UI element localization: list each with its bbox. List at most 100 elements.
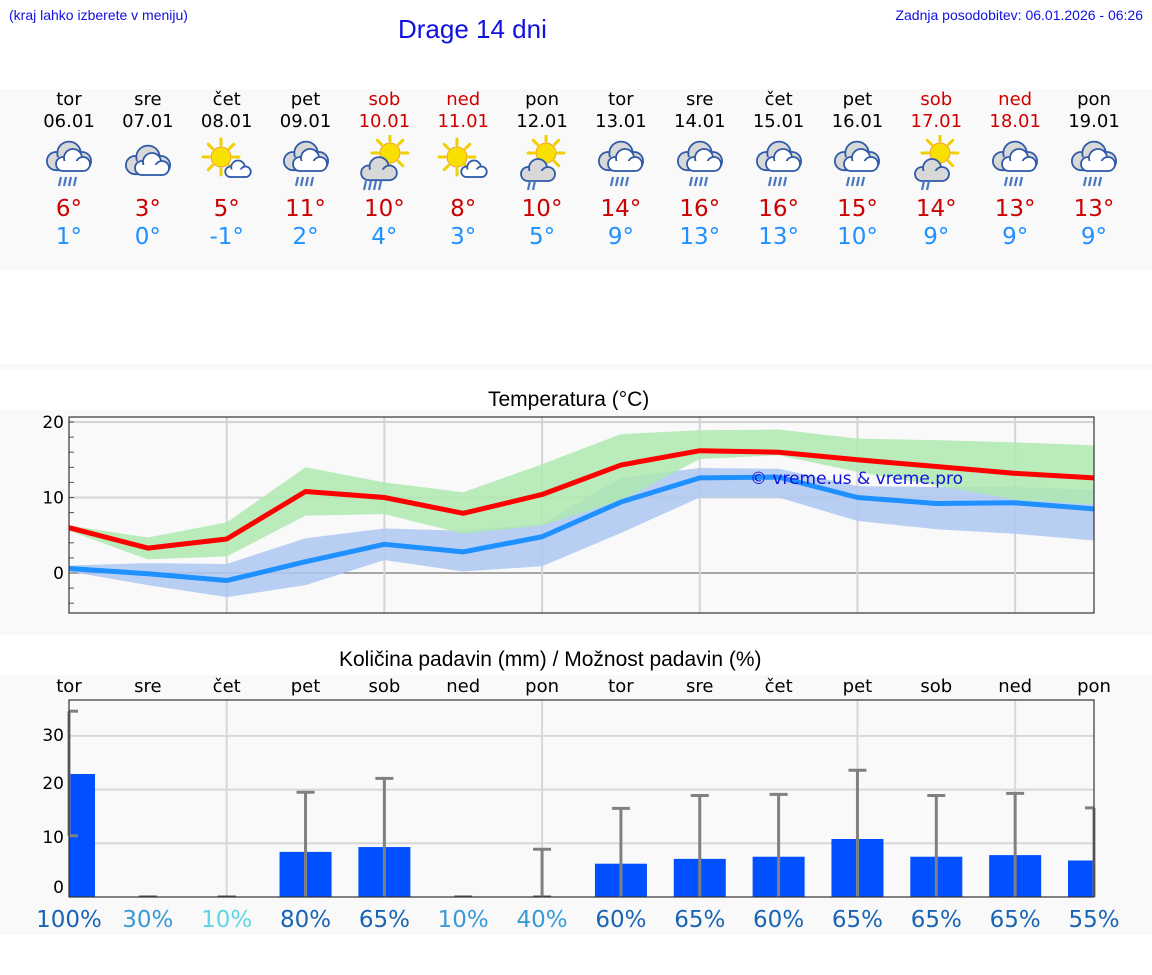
day-name: tor [56, 89, 82, 110]
day-date: 08.01 [200, 111, 253, 132]
day-column: pet 09.01 11° 2° [267, 89, 345, 251]
max-temp: 6° [55, 196, 83, 222]
max-temp: 10° [363, 196, 405, 222]
precip-day-label: sre [134, 676, 161, 697]
min-temp: 9° [1002, 224, 1029, 250]
cloud-heavy-rain-icon [597, 140, 644, 187]
min-temp: 5° [528, 224, 556, 250]
max-temp: 15° [837, 196, 878, 222]
max-temp: 10° [521, 196, 563, 222]
cloud-heavy-rain-icon [834, 140, 881, 187]
cloud-overcast-icon [124, 144, 171, 176]
day-date: 15.01 [752, 111, 805, 132]
min-temp: 9° [1080, 224, 1108, 250]
svg-text:20: 20 [42, 774, 64, 794]
min-temp: 0° [134, 224, 161, 250]
day-column: pet 16.01 15° 10° [818, 89, 896, 251]
temperature-chart-panel: 0 10 20 © vreme.us & vreme.pro [0, 410, 1152, 635]
day-column: sre 14.01 16° 13° [661, 89, 739, 251]
day-column: tor 06.01 6° 1° [30, 89, 108, 251]
daily-forecast-strip: tor 06.01 6° 1° sre 07.01 3° 0° čet 08.01 5° -1° pet… [0, 89, 1152, 270]
min-temp: 13° [758, 224, 799, 250]
precip-probability: 65% [674, 907, 725, 933]
precip-probability: 65% [832, 907, 883, 933]
precip-day-label: čet [765, 676, 793, 697]
cloud-heavy-rain-icon [992, 140, 1039, 187]
day-name: sob [368, 89, 401, 110]
svg-text:20: 20 [42, 413, 64, 433]
max-temp: 13° [1073, 196, 1115, 222]
sun-cloud-rain-icon [360, 135, 410, 191]
day-column: ned 11.01 8° 3° [424, 89, 502, 251]
svg-text:10: 10 [42, 489, 64, 509]
day-column: čet 08.01 5° -1° [188, 89, 266, 251]
precip-day-label: pon [1077, 676, 1111, 697]
cloud-heavy-rain-icon [282, 140, 329, 187]
day-date: 13.01 [595, 111, 647, 132]
precip-bar [1068, 860, 1094, 897]
svg-text:0: 0 [53, 564, 64, 584]
max-temp: 8° [450, 196, 477, 222]
max-temp: 5° [213, 196, 240, 222]
max-temp: 14° [915, 196, 957, 222]
day-name: pet [842, 89, 873, 110]
svg-text:0: 0 [53, 878, 64, 898]
precip-day-label: pet [291, 676, 321, 697]
day-column: sre 07.01 3° 0° [109, 89, 187, 251]
precip-day-label: tor [608, 676, 634, 697]
min-temp: 9° [923, 224, 950, 250]
precip-probability: 10% [438, 907, 489, 933]
sun-small-cloud-icon [201, 137, 252, 178]
svg-text:30: 30 [42, 726, 64, 746]
last-update-text: Zadnja posodobitev: 06.01.2026 - 06:26 [895, 7, 1143, 23]
precip-chart-title: Količina padavin (mm) / Možnost padavin … [339, 648, 762, 671]
precip-probability: 55% [1068, 907, 1119, 933]
max-temp: 14° [600, 196, 642, 222]
precip-day-label: sre [686, 676, 713, 697]
min-temp: 2° [292, 224, 319, 250]
day-name: pet [290, 89, 321, 110]
precip-probability: 10% [201, 907, 252, 933]
precip-chart: 0 10 20 30 tor sre čet pet sob ned pon tor sre čet pet… [36, 676, 1119, 933]
day-date: 16.01 [831, 111, 884, 132]
day-column: pon 19.01 13° 9° [1055, 89, 1133, 251]
min-temp: 1° [55, 224, 83, 250]
min-temp: 10° [837, 224, 878, 250]
location-hint-link[interactable]: (kraj lahko izberete v meniju) [9, 7, 188, 23]
svg-text:10: 10 [42, 828, 64, 848]
day-name: čet [212, 89, 241, 110]
precip-probability: 65% [359, 907, 410, 933]
day-name: čet [764, 89, 793, 110]
precip-day-label: ned [998, 676, 1032, 697]
day-date: 12.01 [516, 111, 568, 132]
precip-day-label: sob [920, 676, 952, 697]
temperature-chart-title: Temperatura (°C) [488, 388, 650, 411]
precip-probability: 30% [122, 907, 173, 933]
day-date: 10.01 [358, 111, 411, 132]
watermark-text: © vreme.us & vreme.pro [750, 469, 963, 489]
day-date: 11.01 [437, 111, 489, 132]
day-name: ned [446, 89, 481, 110]
day-date: 17.01 [910, 111, 963, 132]
precip-day-label: tor [56, 676, 82, 697]
day-date: 09.01 [279, 111, 332, 132]
precip-probability: 65% [990, 907, 1041, 933]
day-column: čet 15.01 16° 13° [740, 89, 818, 251]
precip-chart-panel: 0 10 20 30 tor sre čet pet sob ned pon tor sre čet pet… [0, 675, 1152, 935]
min-temp: 9° [607, 224, 634, 250]
min-temp: 13° [679, 224, 721, 250]
day-date: 14.01 [674, 111, 726, 132]
day-name: pon [1077, 89, 1111, 110]
precip-probability: 40% [517, 907, 568, 933]
max-temp: 16° [679, 196, 721, 222]
day-date: 18.01 [989, 111, 1041, 132]
day-name: sob [920, 89, 953, 110]
precip-probability: 80% [280, 907, 331, 933]
page-title: Drage 14 dni [398, 14, 547, 44]
day-name: tor [608, 89, 634, 110]
day-date: 19.01 [1068, 111, 1120, 132]
day-name: sre [686, 89, 714, 110]
day-column: sob 10.01 10° 4° [345, 89, 423, 251]
cloud-heavy-rain-icon [1070, 140, 1118, 187]
precip-probability: 60% [753, 907, 804, 933]
